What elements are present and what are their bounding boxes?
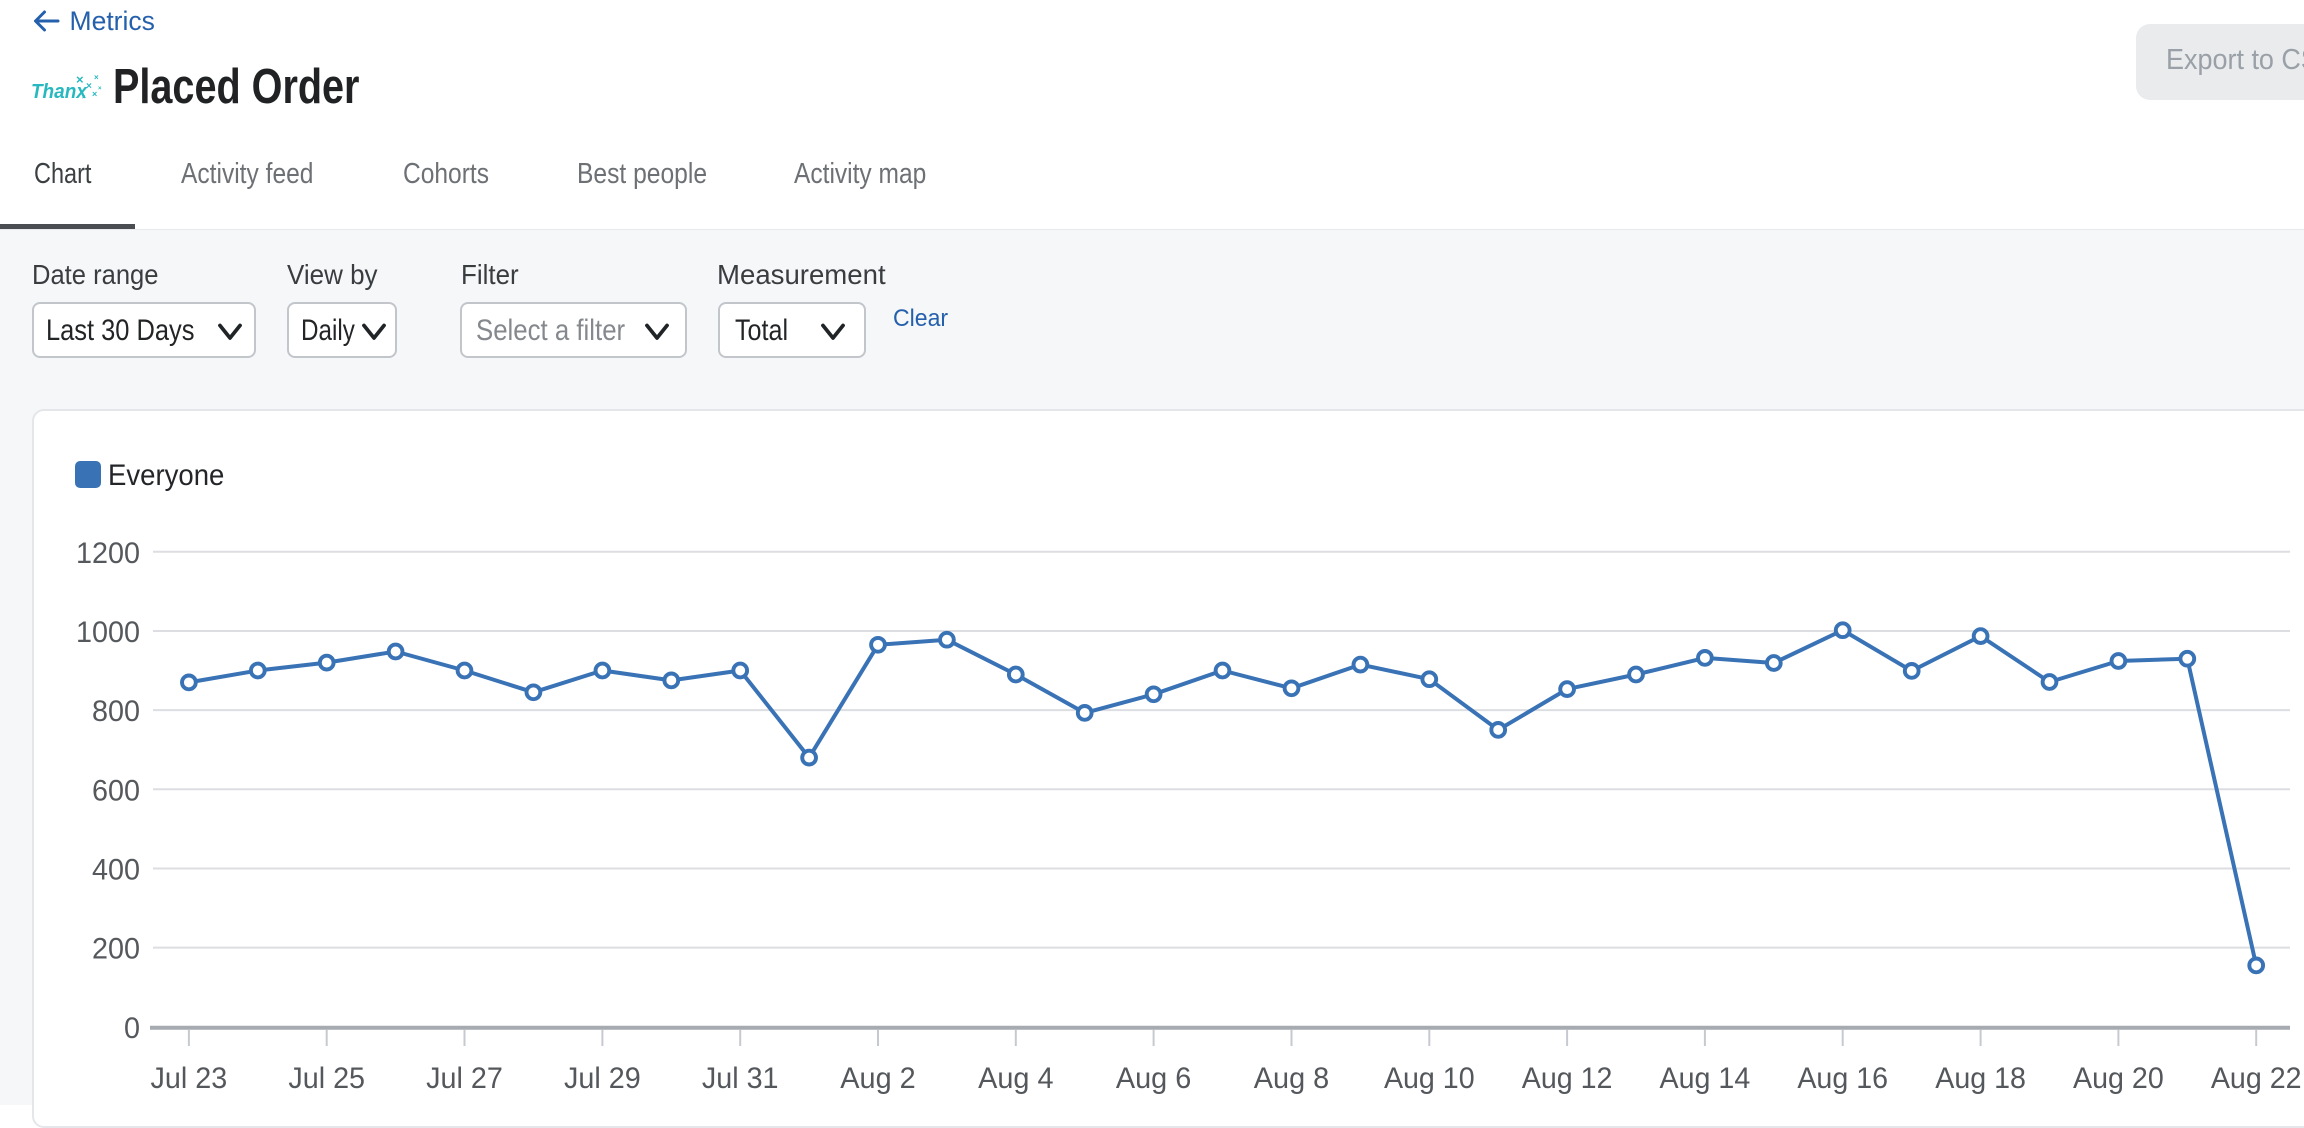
svg-text:200: 200 [92, 933, 140, 966]
svg-text:Aug 20: Aug 20 [2073, 1062, 2164, 1095]
svg-text:Jul 25: Jul 25 [288, 1062, 365, 1095]
svg-text:×: × [82, 95, 86, 101]
svg-text:×: × [86, 81, 92, 92]
svg-text:×: × [94, 73, 99, 82]
svg-text:×: × [98, 86, 102, 92]
svg-text:Aug 2: Aug 2 [840, 1062, 915, 1095]
svg-text:Aug 14: Aug 14 [1660, 1062, 1751, 1095]
svg-text:Jul 27: Jul 27 [426, 1062, 503, 1095]
svg-text:Aug 12: Aug 12 [1522, 1062, 1613, 1095]
svg-text:1200: 1200 [76, 537, 140, 570]
svg-text:Aug 8: Aug 8 [1254, 1062, 1329, 1095]
svg-text:Aug 6: Aug 6 [1116, 1062, 1191, 1095]
svg-text:Aug 16: Aug 16 [1797, 1062, 1888, 1095]
svg-text:Aug 22: Aug 22 [2211, 1062, 2302, 1095]
svg-text:Thanx: Thanx [31, 81, 88, 104]
svg-text:Jul 23: Jul 23 [151, 1062, 228, 1095]
svg-text:800: 800 [92, 695, 140, 728]
svg-text:Jul 29: Jul 29 [564, 1062, 641, 1095]
svg-text:400: 400 [92, 854, 140, 887]
svg-text:Aug 10: Aug 10 [1384, 1062, 1475, 1095]
svg-text:Aug 4: Aug 4 [978, 1062, 1053, 1095]
svg-text:×: × [76, 72, 84, 87]
svg-text:0: 0 [124, 1012, 140, 1045]
svg-text:×: × [92, 89, 97, 99]
svg-text:Aug 18: Aug 18 [1935, 1062, 2026, 1095]
svg-text:1000: 1000 [76, 616, 140, 649]
svg-text:Jul 31: Jul 31 [702, 1062, 779, 1095]
svg-text:600: 600 [92, 774, 140, 807]
